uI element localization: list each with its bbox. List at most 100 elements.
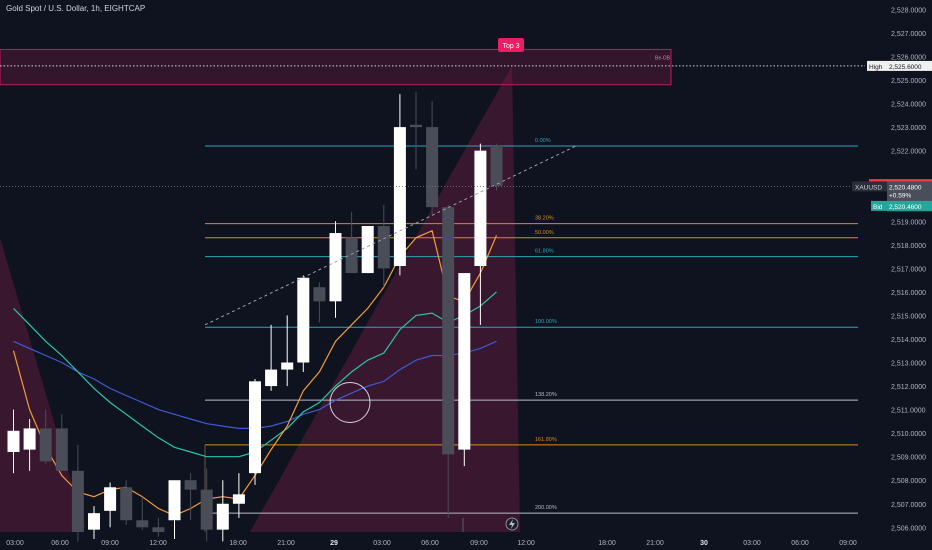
candle-body[interactable]: [168, 480, 181, 521]
candle[interactable]: [216, 480, 229, 542]
fib-level-label: 38.20%: [535, 216, 554, 222]
candle[interactable]: [281, 315, 294, 387]
candle[interactable]: [442, 204, 455, 518]
candle[interactable]: [23, 419, 36, 471]
candle[interactable]: [7, 409, 20, 474]
candle[interactable]: [184, 473, 197, 521]
candle-body[interactable]: [313, 287, 326, 302]
candle[interactable]: [410, 91, 422, 170]
price-tick-label: 2,510.0000: [891, 431, 926, 438]
candle[interactable]: [168, 480, 181, 540]
high-tag-label-box: [867, 60, 887, 71]
candle[interactable]: [361, 225, 374, 274]
bid-tag-label-text: Bid: [873, 204, 883, 211]
time-tick-label: 29: [330, 540, 338, 547]
price-tick-label: 2,518.0000: [891, 243, 926, 250]
candle[interactable]: [458, 273, 471, 467]
candle-body[interactable]: [361, 225, 374, 274]
candles-layer: [7, 91, 503, 542]
candle-body[interactable]: [184, 480, 197, 490]
candle[interactable]: [377, 204, 390, 288]
time-tick-label: 03:00: [6, 540, 24, 547]
candle-body[interactable]: [88, 513, 100, 530]
time-tick-label: 09:00: [839, 540, 857, 547]
candle-body[interactable]: [104, 487, 117, 511]
candle-body[interactable]: [426, 127, 439, 208]
top-tag-box: [498, 38, 524, 52]
order-block-zone: [0, 48, 672, 86]
candle[interactable]: [297, 275, 310, 372]
time-tick-label: 06:00: [421, 540, 439, 547]
price-axis[interactable]: 2,506.0000 2,507.0000 2,508.0000 2,509.0000…: [891, 7, 926, 532]
candle[interactable]: [71, 444, 84, 542]
price-tick-label: 2,525.0000: [891, 78, 926, 85]
candle-body[interactable]: [410, 124, 422, 128]
price-tick-label: 2,528.0000: [891, 7, 926, 14]
price-tick-label: 2,522.0000: [891, 149, 926, 156]
time-tick-label: 30: [700, 540, 708, 547]
candle-body[interactable]: [490, 145, 503, 186]
candle[interactable]: [249, 378, 261, 485]
candle[interactable]: [265, 324, 278, 391]
candle-body[interactable]: [7, 430, 20, 452]
change-text: +0.59%: [889, 192, 911, 199]
price-tick-label: 2,516.0000: [891, 290, 926, 297]
candle-body[interactable]: [39, 428, 52, 462]
candle-body[interactable]: [377, 225, 390, 269]
candle[interactable]: [88, 506, 100, 540]
fib-level-label: 138.20%: [535, 392, 557, 398]
candle-body[interactable]: [200, 489, 213, 530]
candle-body[interactable]: [55, 428, 68, 471]
candle[interactable]: [152, 517, 165, 537]
candle[interactable]: [104, 482, 117, 528]
price-tick-label: 2,515.0000: [891, 313, 926, 320]
price-tick-label: 2,513.0000: [891, 361, 926, 368]
candle[interactable]: [345, 211, 358, 274]
candle-body[interactable]: [265, 369, 278, 387]
candle-body[interactable]: [458, 273, 471, 450]
candle-body[interactable]: [23, 428, 36, 450]
candle-body[interactable]: [297, 277, 310, 363]
candle[interactable]: [490, 143, 503, 191]
candle-body[interactable]: [152, 527, 165, 532]
candle-body[interactable]: [71, 470, 84, 532]
chart-title: Gold Spot / U.S. Dollar, 1h, EIGHTCAP: [6, 4, 146, 13]
price-tick-label: 2,506.0000: [891, 525, 926, 532]
candle-body[interactable]: [249, 381, 261, 474]
candle[interactable]: [136, 496, 149, 530]
candle[interactable]: [55, 414, 68, 471]
candle-body[interactable]: [232, 494, 245, 504]
candle[interactable]: [329, 221, 342, 318]
candle-body[interactable]: [345, 237, 358, 274]
annotations-layer: Top 3: [0, 38, 865, 532]
fib-level-label: 161.80%: [535, 437, 557, 443]
candle-body[interactable]: [216, 503, 229, 530]
candle-body[interactable]: [474, 150, 487, 266]
candle-body[interactable]: [393, 127, 406, 266]
candle[interactable]: [232, 473, 245, 518]
price-tick-label: 2,511.0000: [891, 408, 926, 415]
time-tick-label: 18:00: [598, 540, 616, 547]
candle[interactable]: [39, 409, 52, 464]
price-tick-label: 2,524.0000: [891, 102, 926, 109]
candle-body[interactable]: [442, 207, 455, 455]
candle-body[interactable]: [281, 362, 294, 370]
price-tick-label: 2,514.0000: [891, 337, 926, 344]
candle[interactable]: [474, 143, 487, 325]
candle-body[interactable]: [136, 520, 149, 528]
time-axis[interactable]: 03:00 06:00 09:00 12:00 18:00 21:00 29 03:00 06:…: [6, 540, 857, 547]
bid-tag-label-box: [871, 200, 887, 211]
candle[interactable]: [200, 468, 213, 542]
fib-level-label: 50.00%: [535, 230, 554, 236]
candle[interactable]: [426, 101, 439, 215]
price-tick-label: 2,517.0000: [891, 266, 926, 273]
candle[interactable]: [393, 94, 406, 276]
candle[interactable]: [313, 282, 326, 323]
zone-tag-label: Be-OB: [655, 55, 671, 61]
time-tick-label: 09:00: [101, 540, 119, 547]
time-tick-label: 03:00: [373, 540, 391, 547]
candle[interactable]: [120, 480, 133, 525]
candle-body[interactable]: [120, 487, 133, 521]
candle-body[interactable]: [329, 233, 342, 302]
